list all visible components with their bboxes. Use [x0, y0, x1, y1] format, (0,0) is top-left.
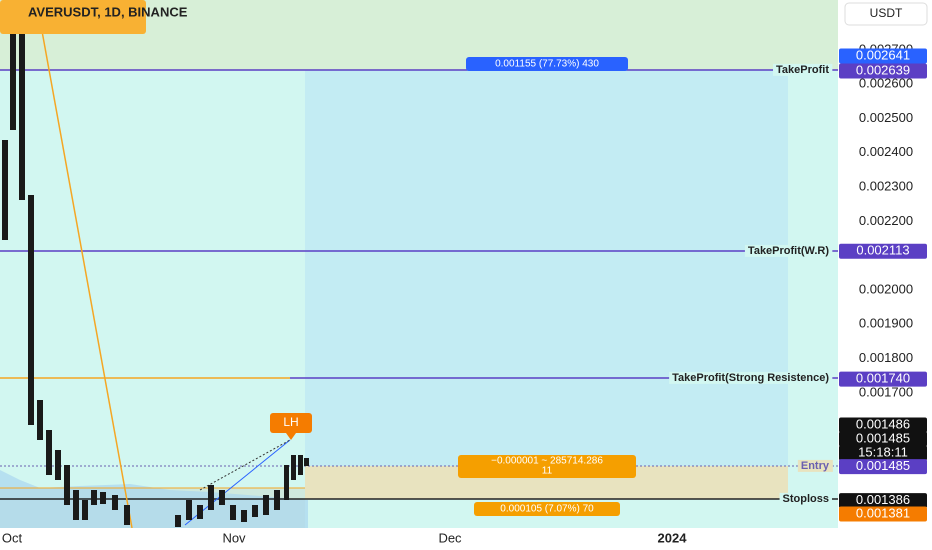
price-badge-text: 0.002641: [856, 47, 910, 62]
price-tick: 0.001800: [859, 350, 913, 365]
price-badge-text: 0.001486: [856, 416, 910, 431]
price-badge-text: 15:18:11: [858, 444, 908, 459]
price-badge-text: 0.002639: [856, 62, 910, 77]
time-tick: Nov: [222, 530, 246, 545]
price-badge: [839, 48, 927, 64]
price-badge: [839, 445, 927, 461]
price-badge: [839, 371, 927, 387]
level-label: Entry: [801, 460, 830, 472]
price-badge-text: 0.001386: [856, 492, 910, 507]
price-badge: [839, 506, 927, 522]
level-label: TakeProfit(Strong Resistence): [672, 372, 829, 384]
price-tick: 0.002500: [859, 110, 913, 125]
level-label-bg: [669, 371, 833, 384]
trend-line: [39, 19, 133, 529]
center-label-1: −0.000001 ~ 285714.286: [491, 456, 603, 467]
level-label-bg: [744, 244, 833, 257]
symbol-title: AVERUSDT, 1D, BINANCE: [28, 4, 188, 19]
price-badge: [839, 431, 927, 447]
level-label: Stoploss: [783, 493, 829, 505]
price-tick: 0.001700: [859, 384, 913, 399]
level-label-bg: [797, 459, 833, 472]
lh-text: LH: [283, 415, 298, 429]
center-label-bg: [458, 455, 636, 478]
currency-button[interactable]: [844, 2, 928, 26]
price-badge: [839, 417, 927, 433]
time-tick: Oct: [2, 530, 23, 545]
time-axis-bg: [0, 528, 838, 550]
profit-zone: [305, 70, 788, 466]
price-tick: 0.002300: [859, 179, 913, 194]
price-badge: [839, 493, 927, 509]
price-tick: 0.002600: [859, 76, 913, 91]
level-label-bg: [779, 492, 832, 505]
dotted-line: [199, 439, 291, 491]
center-label-2: 11: [542, 466, 553, 477]
target-label: 0.001155 (77.73%) 430: [495, 59, 599, 70]
price-tick: 0.002400: [859, 144, 913, 159]
currency-label[interactable]: USDT: [870, 6, 903, 20]
stop-label-bg: [474, 502, 620, 516]
price-badge: [839, 243, 927, 259]
level-label: TakeProfit(W.R): [748, 245, 829, 257]
overlay-box: [0, 0, 146, 34]
price-badge-text: 0.001381: [856, 505, 910, 520]
lh-callout: [270, 413, 312, 433]
price-badge: [839, 459, 927, 475]
lh-pointer: [286, 433, 296, 440]
price-badge-text: 0.001485: [856, 458, 910, 473]
stop-label: 0.000105 (7.07%) 70: [500, 504, 594, 515]
candles: [2, 0, 309, 527]
time-tick: Dec: [438, 530, 462, 545]
price-badge-text: 0.001485: [856, 430, 910, 445]
level-label: TakeProfit: [776, 64, 829, 76]
price-badge-text: 0.002113: [856, 243, 909, 258]
price-tick: 0.002000: [859, 281, 913, 296]
target-label-bg: [466, 57, 628, 71]
price-tick: 0.002200: [859, 213, 913, 228]
level-label-bg: [773, 63, 833, 76]
price-badge: [839, 63, 927, 79]
price-badge-text: 0.001740: [856, 371, 910, 386]
time-tick: 2024: [658, 530, 688, 545]
price-tick: 0.001900: [859, 316, 913, 331]
